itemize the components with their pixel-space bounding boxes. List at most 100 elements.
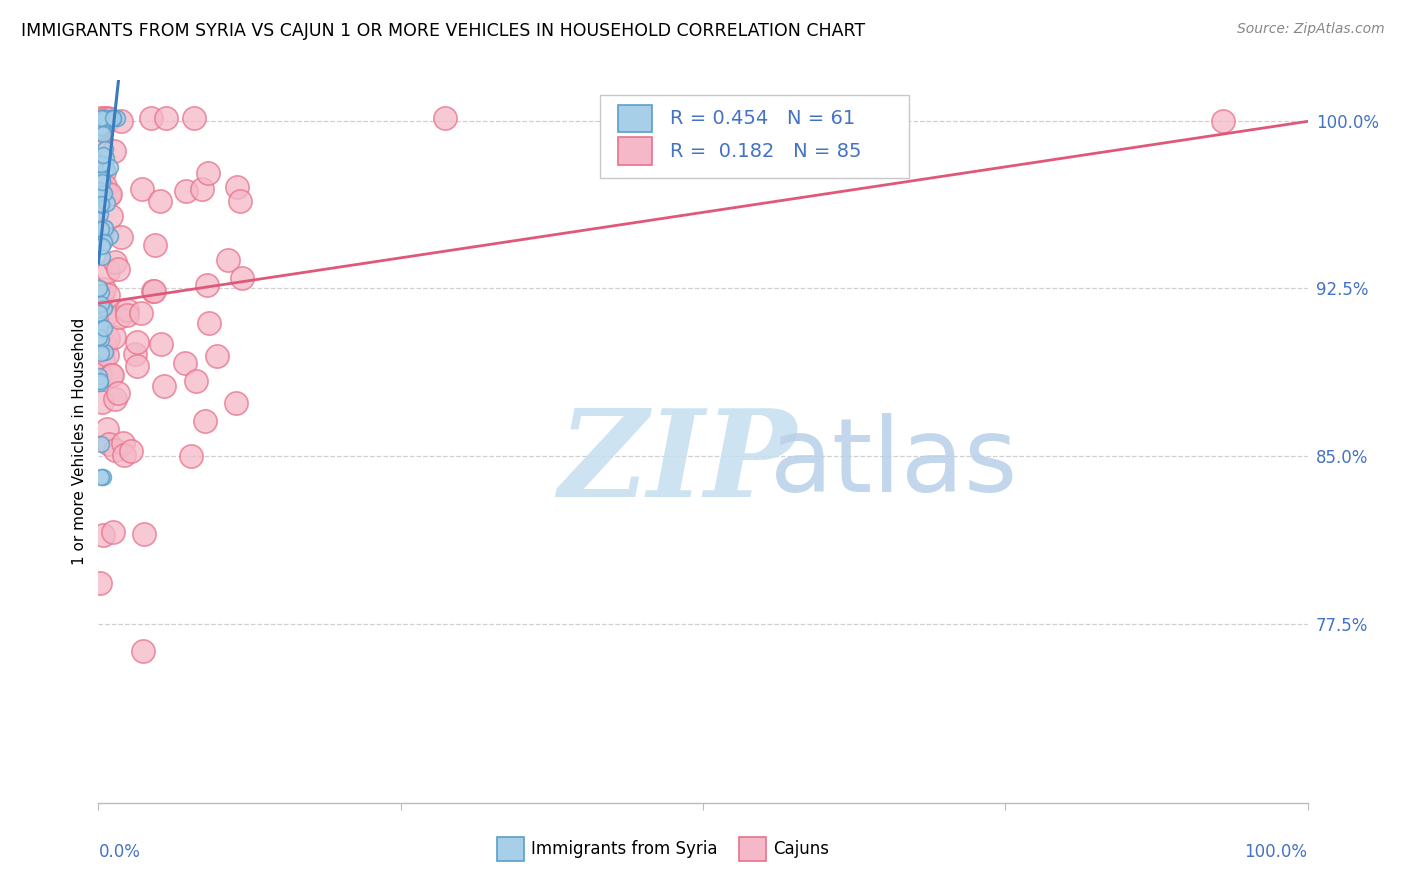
Point	[94, 179, 117, 194]
Point	[131, 182, 153, 196]
Point	[90, 437, 112, 451]
Point	[1212, 113, 1234, 128]
Point	[194, 414, 217, 428]
Point	[90, 156, 112, 170]
Point	[98, 187, 121, 202]
Text: Cajuns: Cajuns	[773, 840, 830, 858]
Point	[90, 346, 112, 360]
Point	[94, 151, 117, 165]
Bar	[619, 137, 652, 165]
Point	[112, 448, 135, 462]
Text: 100.0%: 100.0%	[1244, 843, 1308, 861]
Point	[87, 369, 110, 384]
Point	[218, 253, 240, 268]
Point	[198, 316, 221, 330]
Bar	[600, 95, 908, 178]
Point	[97, 187, 120, 202]
Point	[89, 575, 111, 590]
Point	[87, 133, 110, 147]
Point	[89, 183, 111, 197]
Point	[96, 161, 118, 176]
Point	[89, 376, 111, 390]
Point	[191, 182, 214, 196]
Point	[97, 263, 120, 277]
Point	[152, 379, 174, 393]
Point	[90, 120, 112, 134]
Point	[89, 207, 111, 221]
Point	[89, 281, 111, 295]
Point	[94, 337, 117, 351]
Point	[89, 470, 111, 484]
Point	[91, 239, 114, 253]
Point	[226, 179, 249, 194]
Point	[90, 117, 112, 131]
Point	[94, 221, 117, 235]
Point	[149, 337, 172, 351]
Point	[98, 112, 121, 126]
Point	[225, 396, 247, 410]
Point	[89, 368, 111, 382]
Point	[110, 230, 132, 244]
Point	[125, 334, 148, 349]
Point	[103, 112, 125, 126]
Point	[97, 287, 120, 301]
Point	[186, 374, 208, 388]
Point	[87, 306, 110, 320]
Point	[108, 310, 131, 324]
Point	[98, 228, 121, 243]
Text: Source: ZipAtlas.com: Source: ZipAtlas.com	[1237, 22, 1385, 37]
Point	[90, 228, 112, 243]
Point	[89, 323, 111, 337]
Point	[207, 349, 229, 363]
Point	[90, 297, 112, 311]
Point	[103, 330, 125, 344]
Point	[91, 250, 114, 264]
Point	[117, 308, 139, 322]
Point	[93, 235, 115, 249]
Point	[90, 332, 112, 346]
Point	[197, 166, 219, 180]
Point	[87, 113, 110, 128]
Point	[93, 186, 115, 200]
Point	[90, 112, 112, 126]
Point	[91, 127, 114, 141]
Text: R = 0.454   N = 61: R = 0.454 N = 61	[671, 109, 856, 128]
Point	[87, 189, 110, 203]
Point	[104, 392, 127, 406]
Point	[91, 223, 114, 237]
Point	[87, 122, 110, 136]
Point	[132, 644, 155, 658]
Point	[98, 161, 121, 175]
Point	[87, 118, 110, 132]
Point	[143, 285, 166, 299]
Point	[107, 386, 129, 401]
Point	[91, 148, 114, 162]
Point	[100, 368, 122, 383]
Point	[96, 196, 118, 211]
Text: R =  0.182   N = 85: R = 0.182 N = 85	[671, 142, 862, 161]
Point	[90, 197, 112, 211]
Point	[90, 285, 112, 299]
Point	[91, 394, 114, 409]
Point	[97, 436, 120, 450]
Text: Immigrants from Syria: Immigrants from Syria	[531, 840, 718, 858]
Point	[94, 112, 117, 126]
Bar	[498, 838, 524, 861]
Point	[90, 114, 112, 128]
Point	[107, 262, 129, 277]
Point	[90, 112, 112, 126]
Point	[97, 112, 120, 126]
Point	[100, 209, 122, 223]
Point	[180, 449, 202, 463]
Point	[93, 142, 115, 156]
Point	[174, 356, 197, 370]
Point	[139, 112, 162, 126]
Text: 0.0%: 0.0%	[98, 843, 141, 861]
Point	[90, 198, 112, 212]
Point	[231, 271, 253, 285]
Point	[93, 301, 115, 315]
Point	[87, 192, 110, 206]
Point	[93, 165, 115, 179]
Point	[176, 184, 198, 198]
Point	[101, 112, 124, 126]
